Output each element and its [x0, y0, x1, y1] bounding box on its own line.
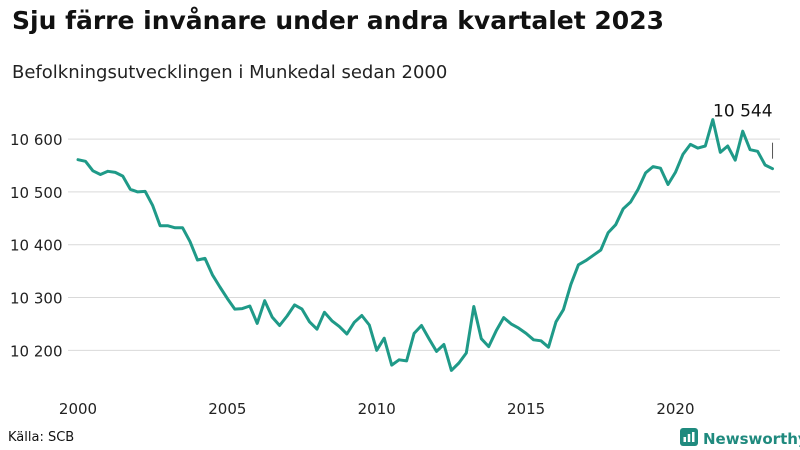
- y-tick-label: 10 300: [10, 290, 63, 308]
- y-tick-label: 10 600: [10, 131, 63, 149]
- brand-name: Newsworthy: [703, 430, 800, 448]
- y-tick-label: 10 400: [10, 237, 63, 255]
- newsworthy-logo[interactable]: Newsworthy: [680, 428, 800, 450]
- chart-title: Sju färre invånare under andra kvartalet…: [12, 6, 664, 35]
- y-tick-label: 10 500: [10, 184, 63, 202]
- x-tick-label: 2005: [208, 400, 246, 418]
- source-label: Källa: SCB: [8, 430, 75, 445]
- x-tick-label: 2020: [656, 400, 694, 418]
- series-line: [76, 118, 774, 372]
- x-tick-label: 2010: [358, 400, 396, 418]
- x-tick-label: 2015: [507, 400, 545, 418]
- annotation-label: 10 544: [713, 102, 772, 122]
- chart-subtitle: Befolkningsutvecklingen i Munkedal sedan…: [12, 62, 448, 83]
- y-tick-label: 10 200: [10, 342, 63, 360]
- bar-chart-icon: [680, 428, 698, 450]
- x-tick-label: 2000: [59, 400, 97, 418]
